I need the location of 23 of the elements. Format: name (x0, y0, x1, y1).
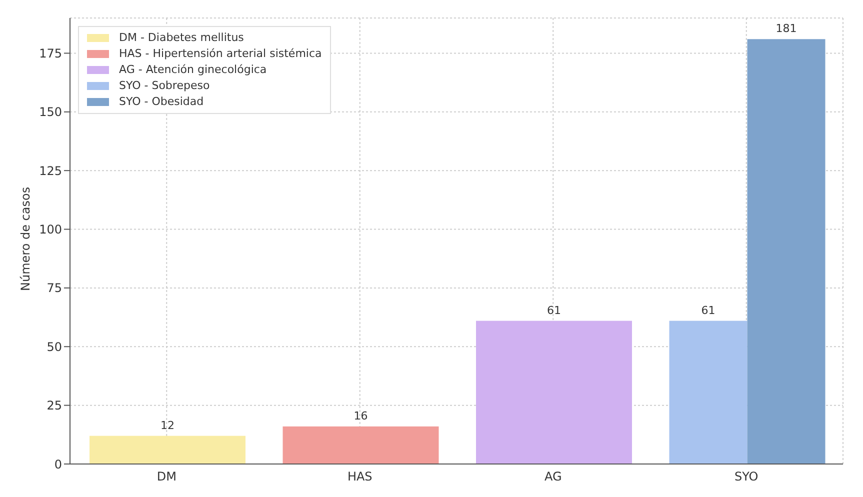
y-tick-label: 150 (39, 105, 62, 120)
x-tick-label: SYO (734, 470, 758, 484)
y-tick-label: 100 (39, 222, 62, 237)
legend-label: AG - Atención ginecológica (119, 62, 267, 78)
legend-label: HAS - Hipertensión arterial sistémica (119, 46, 322, 62)
data-label: 61 (547, 304, 561, 317)
y-axis-title: Número de casos (18, 186, 32, 291)
legend-label: SYO - Sobrepeso (119, 78, 210, 94)
y-tick-label: 50 (46, 340, 62, 354)
data-label: 61 (701, 304, 716, 317)
y-tick-label: 0 (54, 457, 62, 472)
y-tick-label: 25 (46, 398, 62, 413)
legend-label: SYO - Obesidad (119, 94, 204, 110)
y-tick-label: 125 (39, 164, 62, 178)
data-label: 16 (354, 409, 368, 422)
data-label: 12 (160, 418, 174, 432)
legend-label: DM - Diabetes mellitus (119, 30, 244, 46)
x-tick-label: AG (544, 470, 562, 484)
x-tick-label: HAS (347, 470, 372, 484)
y-tick-label: 175 (39, 46, 62, 60)
x-tick-label: DM (156, 470, 176, 484)
y-tick-label: 75 (46, 281, 62, 296)
data-label: 181 (776, 22, 797, 36)
